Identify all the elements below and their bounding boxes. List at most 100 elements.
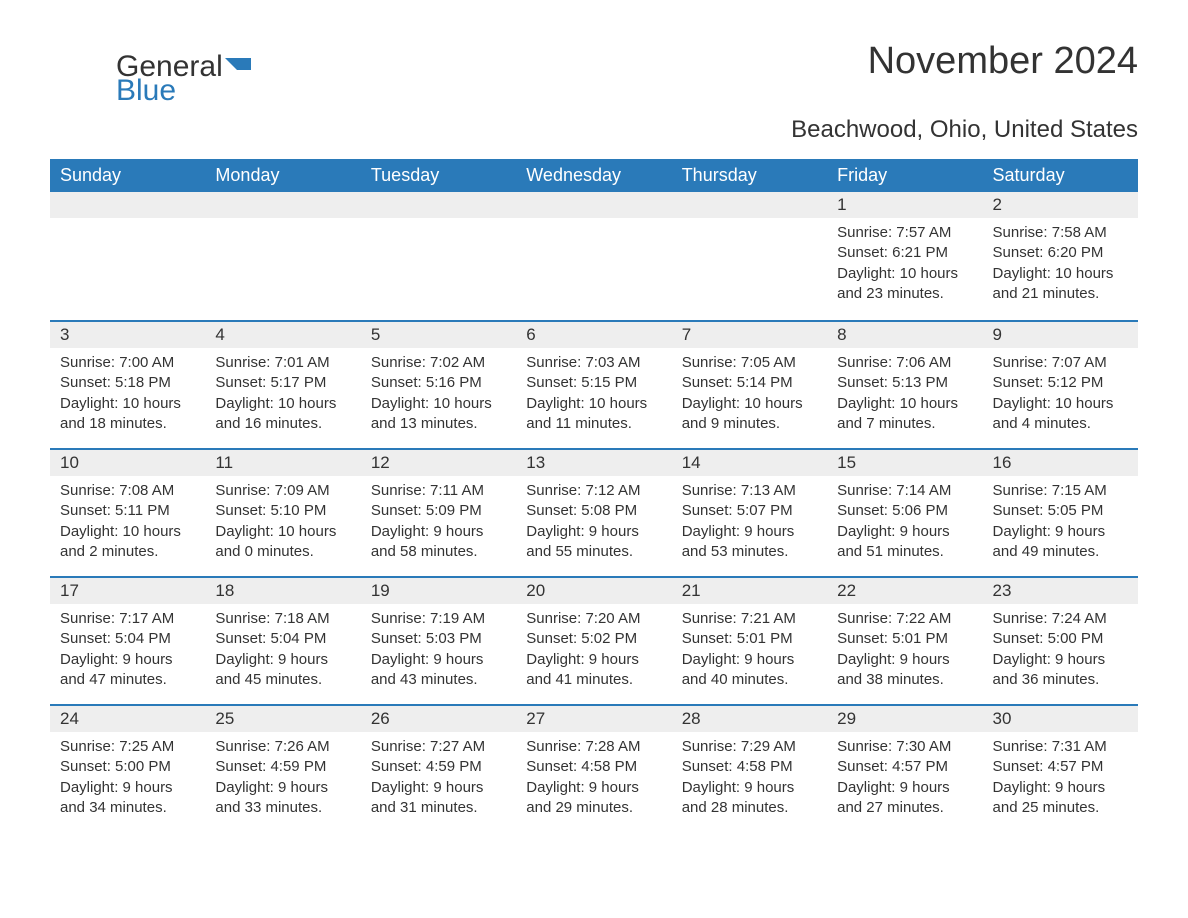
- day-cell: 12Sunrise: 7:11 AMSunset: 5:09 PMDayligh…: [361, 448, 516, 576]
- day-content: Sunrise: 7:17 AMSunset: 5:04 PMDaylight:…: [50, 604, 205, 695]
- day-content: Sunrise: 7:07 AMSunset: 5:12 PMDaylight:…: [983, 348, 1138, 439]
- sunset-text: Sunset: 5:10 PM: [215, 501, 350, 521]
- day-cell: 26Sunrise: 7:27 AMSunset: 4:59 PMDayligh…: [361, 704, 516, 832]
- daylight-text: Daylight: 9 hours and 31 minutes.: [371, 778, 506, 819]
- sunset-text: Sunset: 5:04 PM: [60, 629, 195, 649]
- day-content: Sunrise: 7:11 AMSunset: 5:09 PMDaylight:…: [361, 476, 516, 567]
- day-cell: [672, 192, 827, 320]
- weekday-header: Saturday: [983, 159, 1138, 192]
- sunrise-text: Sunrise: 7:31 AM: [993, 737, 1128, 757]
- day-content: Sunrise: 7:05 AMSunset: 5:14 PMDaylight:…: [672, 348, 827, 439]
- daylight-text: Daylight: 9 hours and 36 minutes.: [993, 650, 1128, 691]
- day-cell: 28Sunrise: 7:29 AMSunset: 4:58 PMDayligh…: [672, 704, 827, 832]
- day-cell: [361, 192, 516, 320]
- sunset-text: Sunset: 5:04 PM: [215, 629, 350, 649]
- sunrise-text: Sunrise: 7:57 AM: [837, 223, 972, 243]
- sunrise-text: Sunrise: 7:09 AM: [215, 481, 350, 501]
- day-content: Sunrise: 7:31 AMSunset: 4:57 PMDaylight:…: [983, 732, 1138, 823]
- sunrise-text: Sunrise: 7:12 AM: [526, 481, 661, 501]
- weekday-header: Wednesday: [516, 159, 671, 192]
- day-cell: 7Sunrise: 7:05 AMSunset: 5:14 PMDaylight…: [672, 320, 827, 448]
- day-content: Sunrise: 7:18 AMSunset: 5:04 PMDaylight:…: [205, 604, 360, 695]
- sunset-text: Sunset: 4:57 PM: [837, 757, 972, 777]
- logo: General Blue: [50, 50, 185, 108]
- day-number: 20: [516, 576, 671, 604]
- daylight-text: Daylight: 9 hours and 49 minutes.: [993, 522, 1128, 563]
- sunset-text: Sunset: 5:17 PM: [215, 373, 350, 393]
- day-number: 29: [827, 704, 982, 732]
- sunset-text: Sunset: 5:07 PM: [682, 501, 817, 521]
- sunrise-text: Sunrise: 7:05 AM: [682, 353, 817, 373]
- week-row: 3Sunrise: 7:00 AMSunset: 5:18 PMDaylight…: [50, 320, 1138, 448]
- day-cell: 3Sunrise: 7:00 AMSunset: 5:18 PMDaylight…: [50, 320, 205, 448]
- sunset-text: Sunset: 5:01 PM: [682, 629, 817, 649]
- day-cell: 20Sunrise: 7:20 AMSunset: 5:02 PMDayligh…: [516, 576, 671, 704]
- day-content: Sunrise: 7:14 AMSunset: 5:06 PMDaylight:…: [827, 476, 982, 567]
- empty-day-header: [361, 192, 516, 218]
- day-number: 10: [50, 448, 205, 476]
- daylight-text: Daylight: 9 hours and 41 minutes.: [526, 650, 661, 691]
- sunrise-text: Sunrise: 7:25 AM: [60, 737, 195, 757]
- daylight-text: Daylight: 10 hours and 9 minutes.: [682, 394, 817, 435]
- day-cell: 22Sunrise: 7:22 AMSunset: 5:01 PMDayligh…: [827, 576, 982, 704]
- week-row: 1Sunrise: 7:57 AMSunset: 6:21 PMDaylight…: [50, 192, 1138, 320]
- sunrise-text: Sunrise: 7:22 AM: [837, 609, 972, 629]
- day-number: 4: [205, 320, 360, 348]
- day-content: Sunrise: 7:21 AMSunset: 5:01 PMDaylight:…: [672, 604, 827, 695]
- sunset-text: Sunset: 4:58 PM: [526, 757, 661, 777]
- empty-day-header: [516, 192, 671, 218]
- sunset-text: Sunset: 5:06 PM: [837, 501, 972, 521]
- sunrise-text: Sunrise: 7:17 AM: [60, 609, 195, 629]
- sunset-text: Sunset: 6:20 PM: [993, 243, 1128, 263]
- sunrise-text: Sunrise: 7:27 AM: [371, 737, 506, 757]
- day-number: 23: [983, 576, 1138, 604]
- day-content: Sunrise: 7:00 AMSunset: 5:18 PMDaylight:…: [50, 348, 205, 439]
- daylight-text: Daylight: 9 hours and 33 minutes.: [215, 778, 350, 819]
- day-content: Sunrise: 7:02 AMSunset: 5:16 PMDaylight:…: [361, 348, 516, 439]
- sunrise-text: Sunrise: 7:29 AM: [682, 737, 817, 757]
- day-cell: 23Sunrise: 7:24 AMSunset: 5:00 PMDayligh…: [983, 576, 1138, 704]
- sunset-text: Sunset: 5:03 PM: [371, 629, 506, 649]
- day-cell: 11Sunrise: 7:09 AMSunset: 5:10 PMDayligh…: [205, 448, 360, 576]
- daylight-text: Daylight: 10 hours and 18 minutes.: [60, 394, 195, 435]
- day-content: Sunrise: 7:24 AMSunset: 5:00 PMDaylight:…: [983, 604, 1138, 695]
- sunrise-text: Sunrise: 7:14 AM: [837, 481, 972, 501]
- daylight-text: Daylight: 9 hours and 53 minutes.: [682, 522, 817, 563]
- day-content: Sunrise: 7:26 AMSunset: 4:59 PMDaylight:…: [205, 732, 360, 823]
- sunset-text: Sunset: 5:09 PM: [371, 501, 506, 521]
- day-cell: 5Sunrise: 7:02 AMSunset: 5:16 PMDaylight…: [361, 320, 516, 448]
- daylight-text: Daylight: 9 hours and 55 minutes.: [526, 522, 661, 563]
- day-number: 1: [827, 192, 982, 218]
- day-cell: 2Sunrise: 7:58 AMSunset: 6:20 PMDaylight…: [983, 192, 1138, 320]
- day-cell: 9Sunrise: 7:07 AMSunset: 5:12 PMDaylight…: [983, 320, 1138, 448]
- day-number: 25: [205, 704, 360, 732]
- logo-text-blue: Blue: [116, 74, 176, 108]
- day-number: 13: [516, 448, 671, 476]
- day-content: Sunrise: 7:13 AMSunset: 5:07 PMDaylight:…: [672, 476, 827, 567]
- flag-icon: [225, 58, 251, 76]
- weekday-header: Thursday: [672, 159, 827, 192]
- sunrise-text: Sunrise: 7:30 AM: [837, 737, 972, 757]
- day-cell: 16Sunrise: 7:15 AMSunset: 5:05 PMDayligh…: [983, 448, 1138, 576]
- sunrise-text: Sunrise: 7:26 AM: [215, 737, 350, 757]
- day-content: Sunrise: 7:27 AMSunset: 4:59 PMDaylight:…: [361, 732, 516, 823]
- day-cell: 1Sunrise: 7:57 AMSunset: 6:21 PMDaylight…: [827, 192, 982, 320]
- day-number: 14: [672, 448, 827, 476]
- sunset-text: Sunset: 5:02 PM: [526, 629, 661, 649]
- day-number: 30: [983, 704, 1138, 732]
- calendar-table: SundayMondayTuesdayWednesdayThursdayFrid…: [50, 159, 1138, 832]
- day-content: Sunrise: 7:20 AMSunset: 5:02 PMDaylight:…: [516, 604, 671, 695]
- day-content: Sunrise: 7:08 AMSunset: 5:11 PMDaylight:…: [50, 476, 205, 567]
- daylight-text: Daylight: 9 hours and 40 minutes.: [682, 650, 817, 691]
- day-content: Sunrise: 7:22 AMSunset: 5:01 PMDaylight:…: [827, 604, 982, 695]
- sunrise-text: Sunrise: 7:11 AM: [371, 481, 506, 501]
- sunset-text: Sunset: 5:12 PM: [993, 373, 1128, 393]
- sunset-text: Sunset: 5:00 PM: [60, 757, 195, 777]
- day-content: Sunrise: 7:29 AMSunset: 4:58 PMDaylight:…: [672, 732, 827, 823]
- day-number: 17: [50, 576, 205, 604]
- day-cell: 4Sunrise: 7:01 AMSunset: 5:17 PMDaylight…: [205, 320, 360, 448]
- day-number: 15: [827, 448, 982, 476]
- daylight-text: Daylight: 9 hours and 38 minutes.: [837, 650, 972, 691]
- day-content: Sunrise: 7:01 AMSunset: 5:17 PMDaylight:…: [205, 348, 360, 439]
- day-content: Sunrise: 7:06 AMSunset: 5:13 PMDaylight:…: [827, 348, 982, 439]
